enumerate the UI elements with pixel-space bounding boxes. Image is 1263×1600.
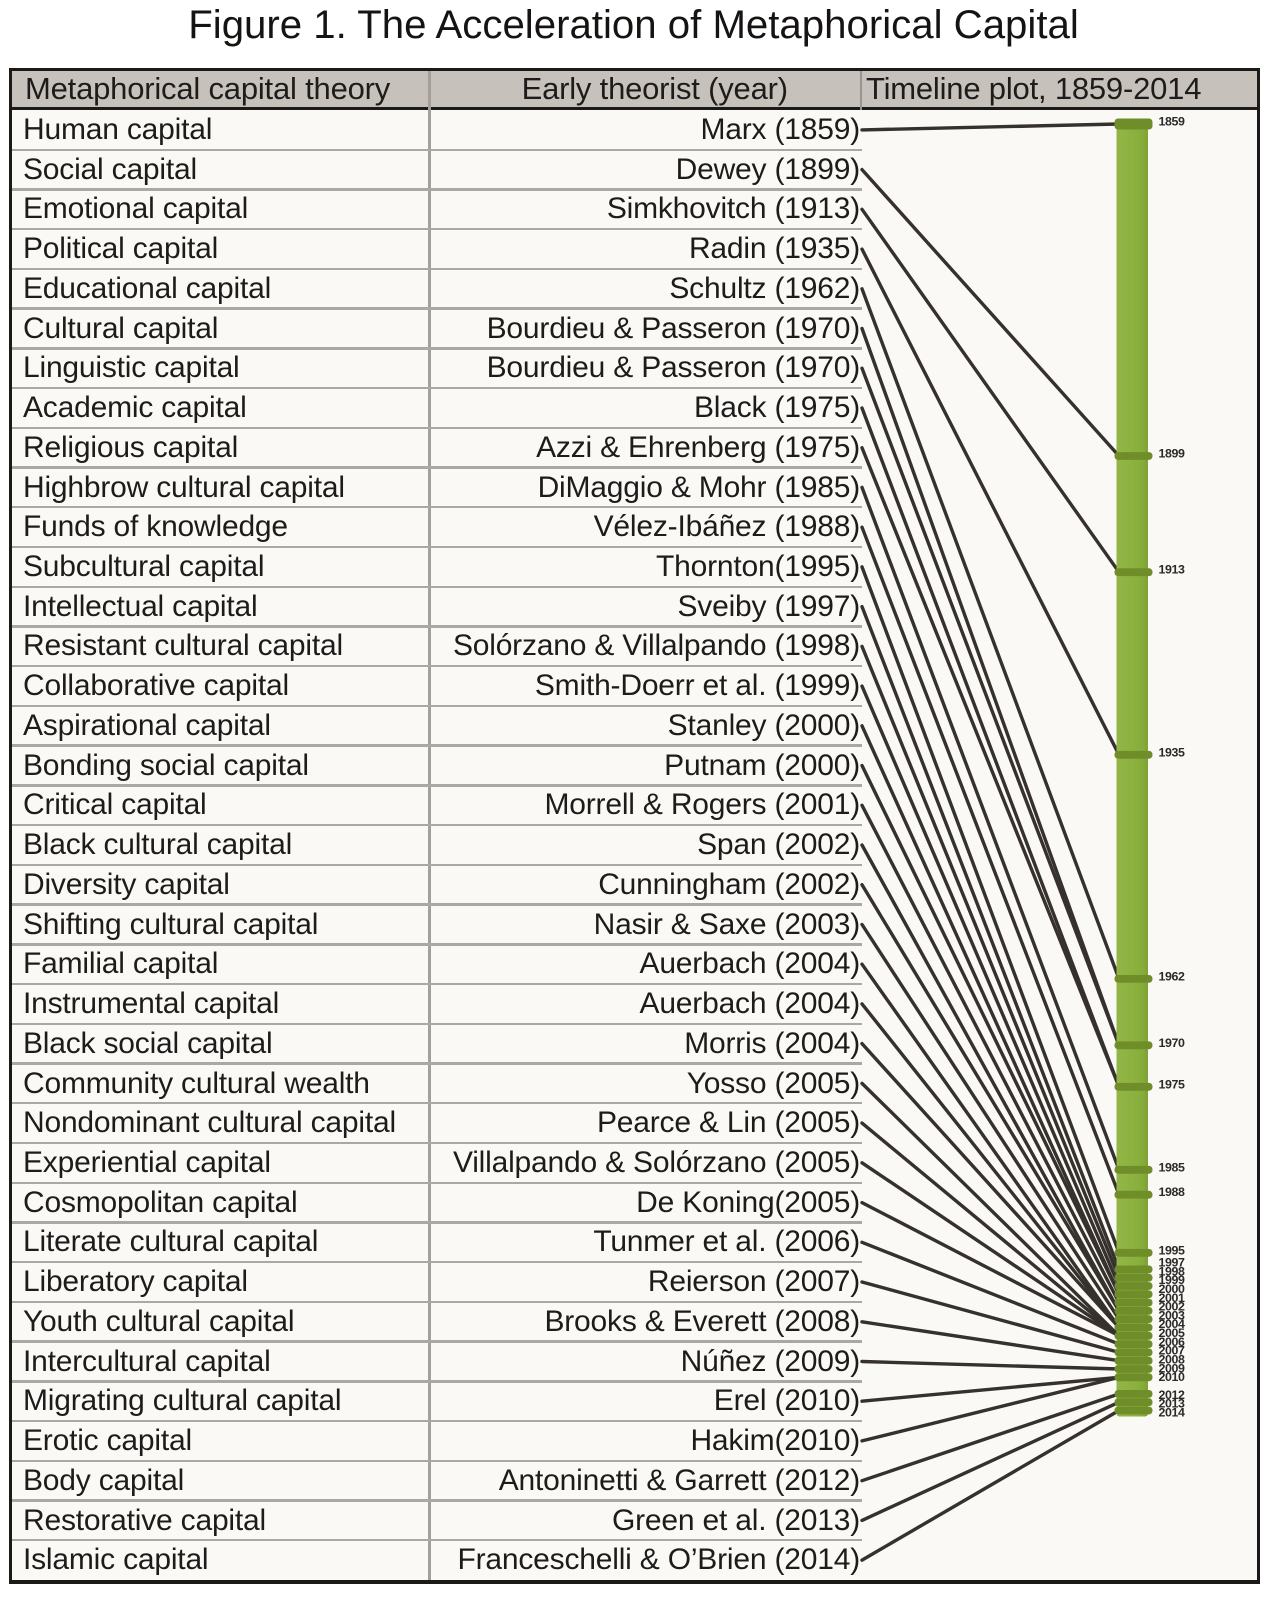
- svg-text:1859: 1859: [1159, 115, 1185, 129]
- svg-text:1975: 1975: [1159, 1077, 1185, 1091]
- svg-text:2013: 2013: [1159, 1397, 1185, 1411]
- svg-text:1995: 1995: [1159, 1243, 1185, 1257]
- svg-text:1913: 1913: [1159, 563, 1185, 577]
- svg-text:1997: 1997: [1159, 1256, 1185, 1270]
- svg-text:2010: 2010: [1159, 1370, 1185, 1384]
- svg-text:2006: 2006: [1159, 1335, 1185, 1349]
- svg-text:1962: 1962: [1159, 969, 1185, 983]
- svg-text:2003: 2003: [1159, 1308, 1185, 1322]
- svg-text:2012: 2012: [1159, 1388, 1185, 1402]
- svg-text:2005: 2005: [1159, 1326, 1185, 1340]
- svg-text:2000: 2000: [1159, 1282, 1185, 1296]
- svg-text:2008: 2008: [1159, 1353, 1185, 1367]
- svg-text:1985: 1985: [1159, 1160, 1185, 1174]
- svg-text:1935: 1935: [1159, 745, 1185, 759]
- svg-text:1999: 1999: [1159, 1273, 1185, 1287]
- svg-text:2009: 2009: [1159, 1361, 1185, 1375]
- svg-text:2007: 2007: [1159, 1344, 1185, 1358]
- svg-text:2002: 2002: [1159, 1300, 1185, 1314]
- svg-text:1899: 1899: [1159, 447, 1185, 461]
- svg-text:2001: 2001: [1159, 1291, 1185, 1305]
- svg-text:1998: 1998: [1159, 1264, 1185, 1278]
- svg-text:2014: 2014: [1159, 1405, 1185, 1419]
- svg-text:2004: 2004: [1159, 1317, 1185, 1331]
- svg-text:1970: 1970: [1159, 1036, 1185, 1050]
- svg-text:1988: 1988: [1159, 1185, 1185, 1199]
